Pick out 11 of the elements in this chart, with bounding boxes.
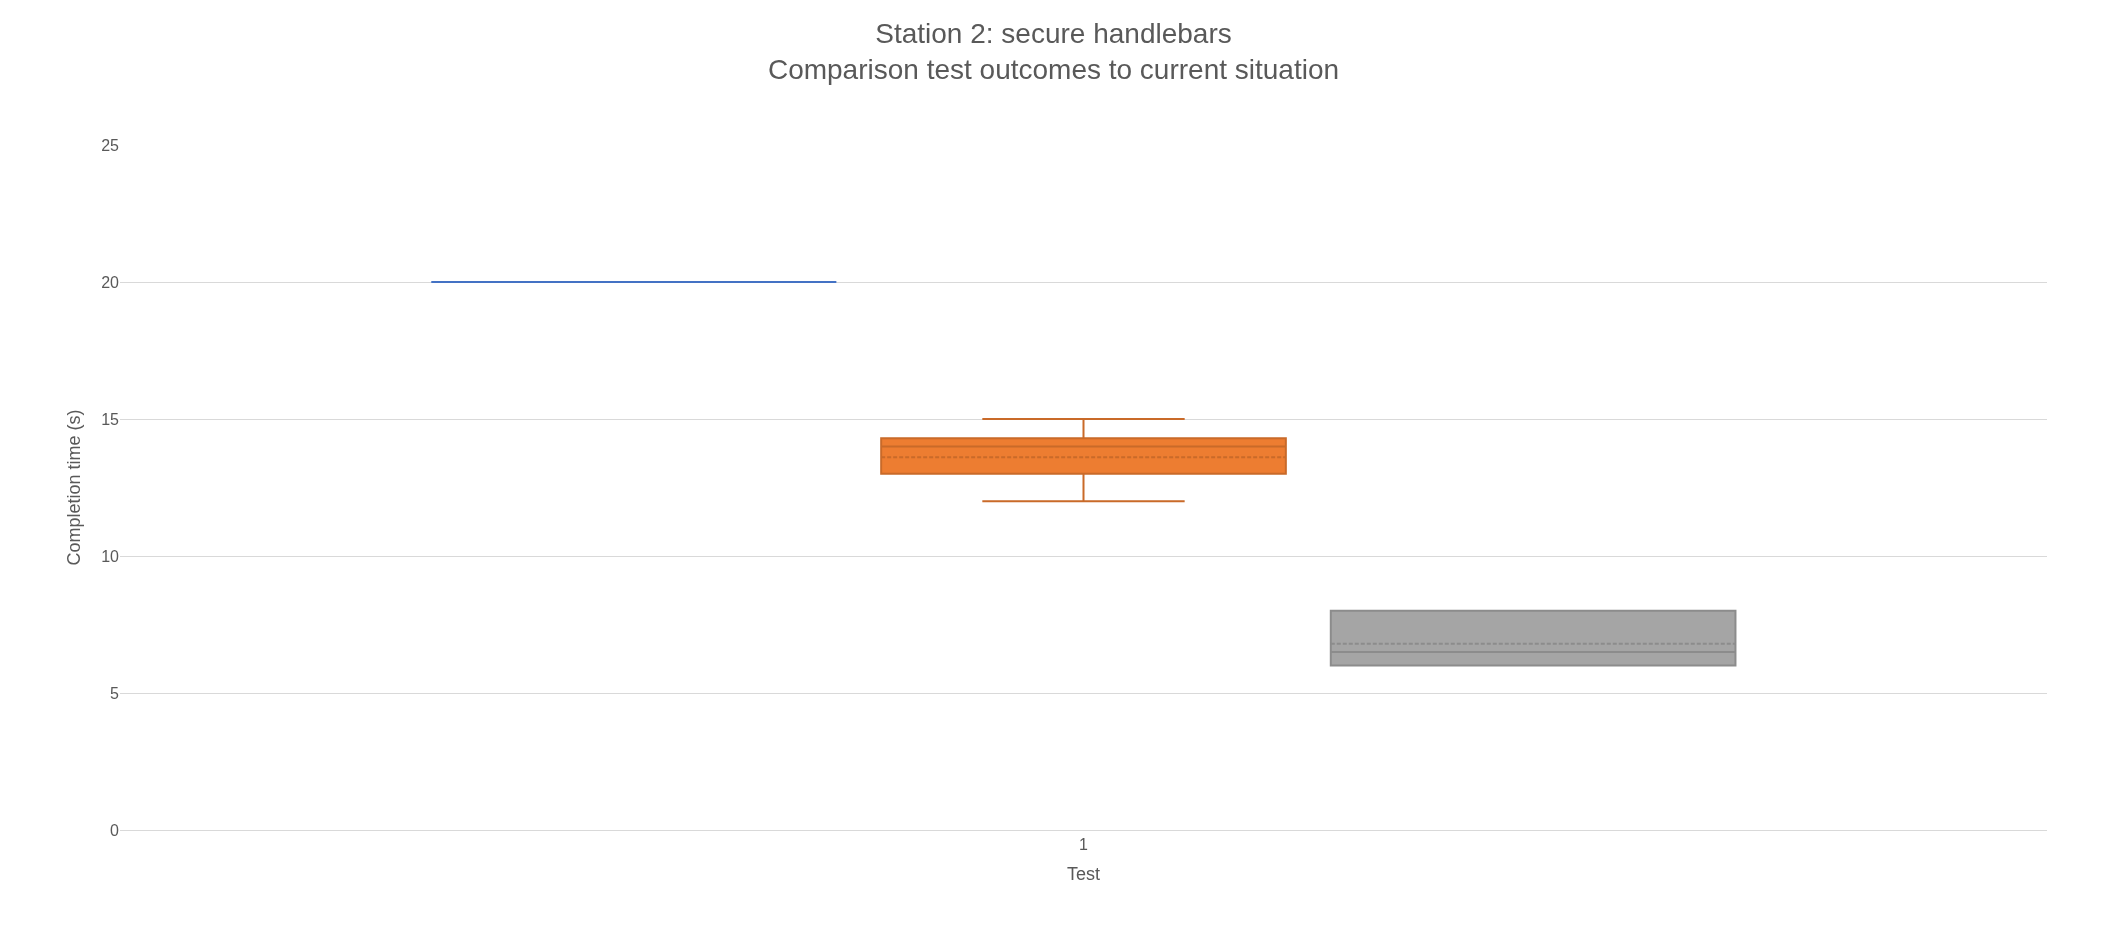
y-tick-label: 0: [110, 821, 120, 839]
y-tick-label: 25: [101, 136, 120, 154]
x-tick-label: 1: [1079, 836, 1089, 854]
x-axis-title: Test: [1066, 864, 1101, 885]
y-tick-label: 5: [110, 684, 120, 702]
y-tick-label: 20: [101, 273, 120, 291]
y-tick-label: 15: [101, 410, 120, 428]
chart-subtitle: Comparison test outcomes to current situation: [767, 54, 1340, 86]
chart-title: Station 2: secure handlebars: [875, 17, 1232, 49]
y-tick-label: 10: [101, 547, 120, 565]
y-axis-title: Completion time (s): [64, 409, 85, 566]
